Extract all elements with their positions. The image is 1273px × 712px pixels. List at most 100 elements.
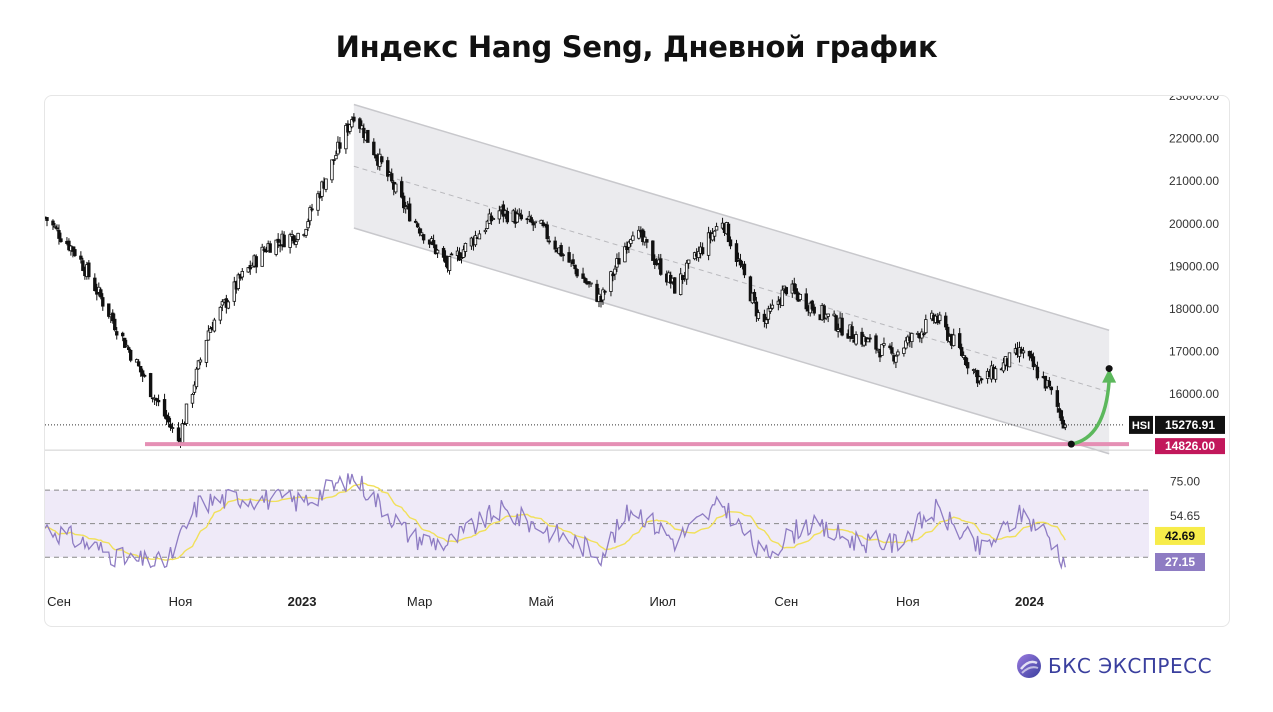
candle-body: [366, 129, 370, 143]
candle-body: [196, 360, 201, 370]
candle-body: [894, 355, 898, 363]
candle-body: [320, 181, 324, 197]
candle-body: [880, 344, 884, 356]
brand-logo-icon: [1017, 654, 1041, 678]
candle-body: [274, 239, 278, 255]
candle-body: [910, 333, 914, 343]
candle-body: [684, 262, 689, 280]
candle-body: [170, 427, 175, 429]
candle-body: [603, 290, 607, 293]
candle-body: [959, 347, 964, 356]
candle-body: [59, 238, 63, 243]
candle-body: [653, 258, 657, 265]
candle-body: [212, 319, 217, 332]
candle-body: [107, 303, 111, 317]
candle-body: [140, 370, 145, 377]
candle-body: [128, 349, 133, 361]
candle-body: [294, 241, 298, 245]
candle-body: [836, 329, 840, 332]
candle-body: [101, 297, 105, 307]
last-price-badge: [1155, 415, 1225, 434]
candle-body: [407, 203, 412, 222]
rsi-value-badge: [1155, 553, 1205, 572]
candle-body: [278, 244, 282, 247]
candle-body: [876, 348, 880, 351]
candle-body: [51, 220, 55, 226]
candle-body: [1061, 419, 1066, 429]
candle-body: [435, 249, 440, 254]
candle-body: [304, 228, 308, 236]
candle-body: [645, 239, 649, 243]
candle-body: [882, 343, 886, 346]
candle-body: [330, 159, 334, 181]
candle-body: [254, 256, 258, 268]
candle-body: [762, 313, 767, 322]
candle-body: [756, 312, 761, 319]
candle-body: [138, 365, 143, 373]
candle-body: [963, 356, 968, 366]
candle-body: [176, 427, 181, 442]
candle-body: [296, 232, 300, 240]
candle-body: [531, 222, 535, 226]
candle-body: [282, 234, 286, 248]
candle-body: [1035, 366, 1040, 379]
candle-body: [306, 221, 310, 229]
candle-body: [246, 267, 250, 273]
candle-body: [260, 246, 264, 267]
candle-body: [431, 240, 436, 246]
candle-body: [338, 142, 342, 149]
candle-body: [748, 276, 753, 302]
candle-body: [517, 212, 521, 215]
candle-body: [752, 291, 757, 301]
x-tick-label: Сен: [47, 594, 71, 609]
channel-lower-line: [353, 227, 1110, 455]
candle-body: [192, 384, 197, 393]
candle-body: [485, 220, 490, 229]
chart-frame: 23000.00 22000.00 21000.00 20000.00 19000.00…: [44, 95, 1230, 627]
x-tick-label: 2023: [288, 594, 317, 609]
candle-body: [194, 368, 199, 388]
candle-body: [573, 264, 577, 270]
rsi-line: [45, 473, 1066, 570]
candle-body: [136, 361, 141, 367]
candle-body: [79, 255, 83, 260]
candle-body: [922, 333, 926, 336]
candle-body: [505, 210, 510, 223]
candle-body: [734, 243, 739, 263]
candle-body: [334, 155, 338, 160]
candle-body: [220, 301, 225, 306]
candle-body: [67, 240, 71, 251]
candle-body: [979, 378, 984, 381]
hsi-label: HSI: [1132, 420, 1150, 432]
x-tick-label: 2024: [1015, 594, 1045, 609]
candle-body: [123, 337, 127, 348]
candle-body: [1031, 356, 1036, 368]
candle-body: [390, 173, 394, 182]
projection-arrow: [1070, 380, 1111, 446]
candle-body: [57, 230, 61, 239]
candle-body: [276, 238, 280, 243]
candle-body: [726, 223, 731, 243]
candle-body: [561, 254, 565, 257]
candle-body: [854, 334, 858, 345]
rsi-tick-label: 54.65: [1170, 509, 1200, 523]
candle-body: [402, 195, 406, 209]
candle-body: [53, 225, 57, 228]
candle-body: [780, 289, 785, 307]
candle-body: [81, 260, 85, 271]
candle-body: [890, 347, 894, 354]
candle-body: [125, 344, 129, 347]
candle-body: [421, 234, 426, 241]
candle-body: [533, 221, 537, 224]
candle-body: [736, 258, 741, 261]
candle-body: [126, 347, 131, 351]
candle-body: [344, 125, 348, 150]
candle-body: [394, 183, 398, 193]
last-price-value: 15276.91: [1165, 418, 1215, 432]
candle-body: [360, 125, 364, 130]
candle-body: [148, 373, 153, 398]
candle-body: [784, 287, 789, 295]
candle-body: [651, 240, 655, 261]
candle-body: [1055, 390, 1060, 407]
candle-body: [629, 239, 633, 244]
